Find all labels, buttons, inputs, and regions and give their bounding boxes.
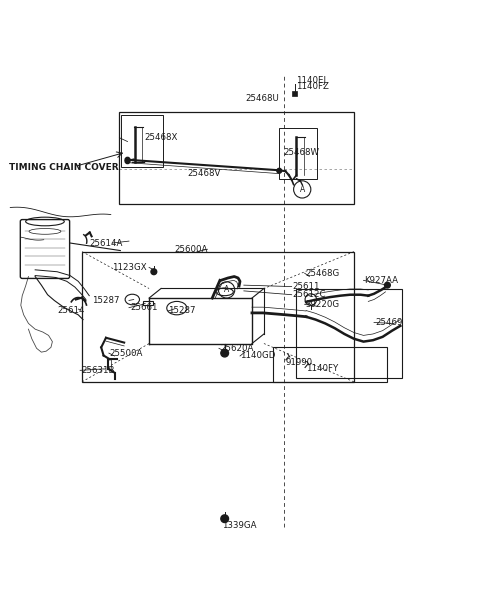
Text: 1140FY: 1140FY [306,364,338,373]
Text: 25468X: 25468X [144,133,178,142]
Circle shape [125,159,130,164]
Bar [121,115,163,167]
Text: 15287: 15287 [92,296,120,305]
Bar [273,347,387,382]
Text: A: A [300,185,305,194]
Text: 25500A: 25500A [110,349,143,358]
Circle shape [125,158,130,162]
Circle shape [277,168,282,173]
Text: 1140EJ: 1140EJ [297,76,326,85]
Text: 25614A: 25614A [89,238,122,247]
Ellipse shape [29,229,61,234]
Text: 39220G: 39220G [306,300,340,309]
Text: 25468U: 25468U [245,94,279,103]
Bar [120,112,354,204]
Text: K927AA: K927AA [364,276,398,285]
Text: 25661: 25661 [130,303,157,312]
Text: 25614: 25614 [57,305,84,314]
Text: 25600A: 25600A [174,245,207,254]
Bar [297,289,402,379]
Text: 91990: 91990 [286,358,313,367]
Text: 25469: 25469 [375,318,402,327]
Bar [144,301,153,305]
Circle shape [221,515,228,522]
Bar [82,252,354,382]
Text: 1140GD: 1140GD [240,352,276,361]
Text: 25468G: 25468G [306,269,340,278]
Text: 25612C: 25612C [293,290,326,300]
Text: 1123GX: 1123GX [112,263,147,272]
Circle shape [151,269,157,274]
Text: TIMING CHAIN COVER: TIMING CHAIN COVER [9,163,119,172]
Text: 25468V: 25468V [187,169,221,178]
Circle shape [384,282,390,288]
Text: 1339GA: 1339GA [222,521,256,530]
Text: 25611: 25611 [293,282,320,291]
Text: 1140FZ: 1140FZ [297,83,329,92]
Text: 25631B: 25631B [81,366,115,375]
Text: 25620A: 25620A [220,344,253,353]
Circle shape [221,349,228,357]
Text: 25468W: 25468W [283,147,319,156]
Text: A: A [224,286,229,295]
Text: 15287: 15287 [168,307,196,316]
Bar [279,128,317,179]
